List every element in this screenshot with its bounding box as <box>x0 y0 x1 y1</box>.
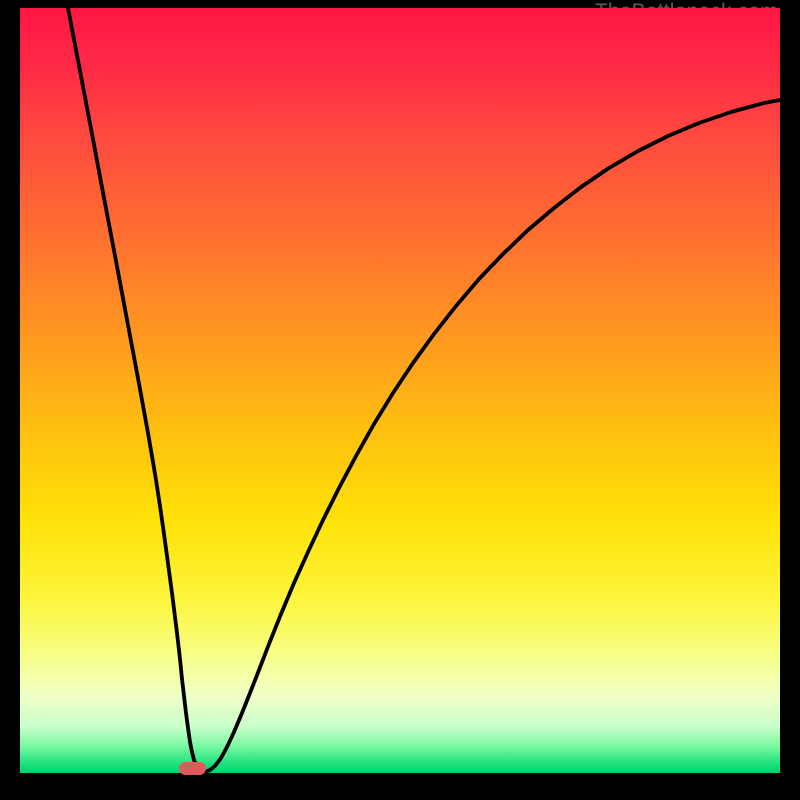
plot-area <box>20 8 780 773</box>
chart-outer: TheBottleneck.com <box>0 0 800 800</box>
bottleneck-curve <box>20 8 780 773</box>
optimal-point-marker <box>179 762 206 775</box>
